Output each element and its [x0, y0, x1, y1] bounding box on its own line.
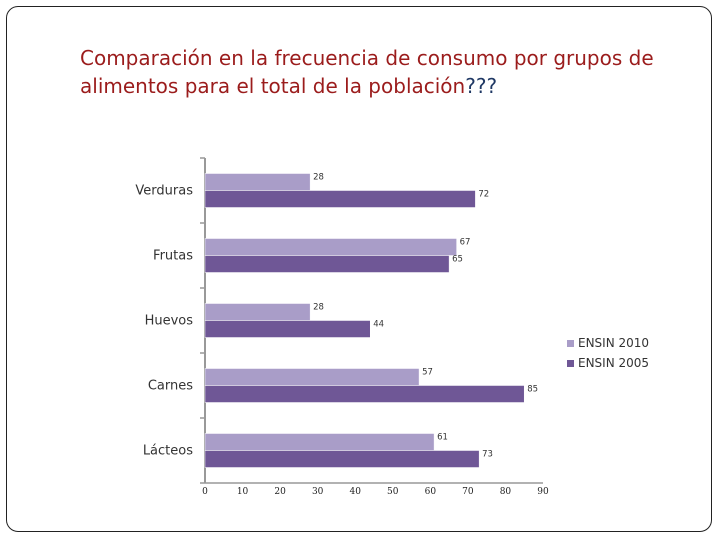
- data-label: 72: [478, 190, 489, 200]
- bar-ensin-2005: [204, 385, 525, 403]
- x-tick-label: 70: [462, 487, 474, 497]
- x-tick-label: 50: [387, 487, 399, 497]
- x-tick-label: 60: [425, 487, 437, 497]
- data-label: 85: [527, 385, 538, 395]
- legend-swatch: [567, 360, 574, 367]
- bar-ensin-2010: [204, 433, 435, 451]
- x-tick-label: 30: [312, 487, 324, 497]
- bar-ensin-2010: [204, 368, 420, 386]
- bar-ensin-2005: [204, 320, 371, 338]
- bar-ensin-2010: [204, 238, 457, 256]
- slide-title: Comparación en la frecuencia de consumo …: [80, 44, 680, 100]
- category-label: Carnes: [148, 379, 193, 394]
- x-tick-label: 10: [237, 487, 249, 497]
- data-label: 44: [373, 320, 384, 330]
- category-label: Frutas: [153, 249, 193, 264]
- category-label: Verduras: [135, 184, 193, 199]
- x-tick-label: 0: [202, 487, 208, 497]
- data-label: 67: [460, 238, 471, 248]
- data-label: 28: [313, 303, 324, 313]
- category-label: Huevos: [145, 314, 194, 329]
- legend-label: ENSIN 2005: [578, 356, 649, 370]
- data-label: 73: [482, 450, 493, 460]
- bar-ensin-2010: [204, 303, 311, 321]
- title-main-text: Comparación en la frecuencia de consumo …: [80, 46, 654, 98]
- x-tick-label: 20: [274, 487, 286, 497]
- bar-ensin-2010: [204, 173, 311, 191]
- category-label: Lácteos: [143, 444, 193, 459]
- title-suffix-text: ???: [465, 74, 498, 98]
- data-label: 61: [437, 433, 448, 443]
- legend-label: ENSIN 2010: [578, 336, 649, 350]
- x-tick-label: 90: [537, 487, 549, 497]
- bar-ensin-2005: [204, 255, 450, 273]
- x-tick-label: 80: [500, 487, 512, 497]
- legend-swatch: [567, 340, 574, 347]
- data-label: 65: [452, 255, 463, 265]
- data-label: 28: [313, 173, 324, 183]
- bar-ensin-2005: [204, 190, 476, 208]
- bar-ensin-2005: [204, 450, 480, 468]
- data-label: 57: [422, 368, 433, 378]
- x-tick-label: 40: [349, 487, 361, 497]
